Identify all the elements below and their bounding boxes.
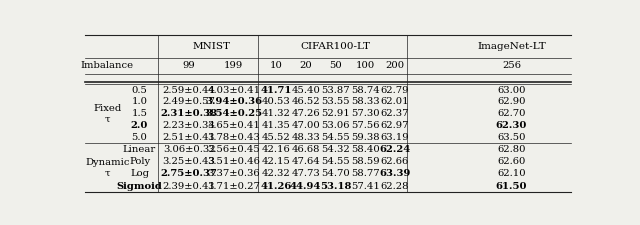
Text: 3.65±0.41: 3.65±0.41 xyxy=(207,121,260,130)
Text: 2.23±0.34: 2.23±0.34 xyxy=(163,121,216,130)
Text: 10: 10 xyxy=(269,61,282,70)
Text: 0.5: 0.5 xyxy=(132,86,147,94)
Text: 45.40: 45.40 xyxy=(291,86,320,94)
Text: 47.73: 47.73 xyxy=(291,169,320,178)
Text: 3.06±0.32: 3.06±0.32 xyxy=(163,145,216,154)
Text: 62.30: 62.30 xyxy=(496,121,527,130)
Text: 62.97: 62.97 xyxy=(381,121,409,130)
Text: 42.16: 42.16 xyxy=(262,145,291,154)
Text: 63.39: 63.39 xyxy=(380,169,411,178)
Text: 41.26: 41.26 xyxy=(260,182,292,191)
Text: 62.24: 62.24 xyxy=(380,145,411,154)
Text: 200: 200 xyxy=(385,61,404,70)
Text: 20: 20 xyxy=(300,61,312,70)
Text: 54.32: 54.32 xyxy=(321,145,350,154)
Text: 62.28: 62.28 xyxy=(381,182,409,191)
Text: 57.41: 57.41 xyxy=(351,182,380,191)
Text: 2.49±0.57: 2.49±0.57 xyxy=(163,97,216,106)
Text: Poly: Poly xyxy=(129,157,150,166)
Text: 3.25±0.43: 3.25±0.43 xyxy=(163,157,216,166)
Text: CIFAR100-LT: CIFAR100-LT xyxy=(300,42,371,51)
Text: 62.79: 62.79 xyxy=(381,86,409,94)
Text: 2.39±0.41: 2.39±0.41 xyxy=(163,182,216,191)
Text: ImageNet-LT: ImageNet-LT xyxy=(477,42,546,51)
Text: 62.70: 62.70 xyxy=(497,109,526,118)
Text: 63.50: 63.50 xyxy=(497,133,526,142)
Text: 48.33: 48.33 xyxy=(291,133,320,142)
Text: 54.55: 54.55 xyxy=(321,133,350,142)
Text: 62.01: 62.01 xyxy=(381,97,409,106)
Text: 46.68: 46.68 xyxy=(291,145,320,154)
Text: 62.80: 62.80 xyxy=(497,145,526,154)
Text: 63.00: 63.00 xyxy=(497,86,526,94)
Text: Dynamic
τ: Dynamic τ xyxy=(85,158,129,178)
Text: 41.35: 41.35 xyxy=(262,121,291,130)
Text: 41.71: 41.71 xyxy=(260,86,292,94)
Text: 199: 199 xyxy=(224,61,243,70)
Text: 256: 256 xyxy=(502,61,521,70)
Text: Linear: Linear xyxy=(123,145,156,154)
Text: 62.60: 62.60 xyxy=(497,157,525,166)
Text: 46.52: 46.52 xyxy=(291,97,320,106)
Text: 53.06: 53.06 xyxy=(321,121,349,130)
Text: 41.32: 41.32 xyxy=(262,109,291,118)
Text: 63.19: 63.19 xyxy=(381,133,409,142)
Text: 47.26: 47.26 xyxy=(291,109,320,118)
Text: 58.40: 58.40 xyxy=(351,145,380,154)
Text: 3.56±0.45: 3.56±0.45 xyxy=(207,145,260,154)
Text: 100: 100 xyxy=(356,61,375,70)
Text: 3.78±0.43: 3.78±0.43 xyxy=(207,133,260,142)
Text: 3.51±0.46: 3.51±0.46 xyxy=(207,157,260,166)
Text: 1.5: 1.5 xyxy=(132,109,147,118)
Text: 58.74: 58.74 xyxy=(351,86,380,94)
Text: Imbalance: Imbalance xyxy=(81,61,134,70)
Text: 53.87: 53.87 xyxy=(321,86,349,94)
Text: 53.55: 53.55 xyxy=(321,97,349,106)
Text: 4.03±0.41: 4.03±0.41 xyxy=(207,86,260,94)
Text: 1.0: 1.0 xyxy=(132,97,147,106)
Text: 42.15: 42.15 xyxy=(262,157,291,166)
Text: 2.59±0.44: 2.59±0.44 xyxy=(163,86,216,94)
Text: 58.59: 58.59 xyxy=(351,157,380,166)
Text: 57.56: 57.56 xyxy=(351,121,380,130)
Text: MNIST: MNIST xyxy=(193,42,230,51)
Text: 42.32: 42.32 xyxy=(262,169,291,178)
Text: 99: 99 xyxy=(183,61,195,70)
Text: 62.66: 62.66 xyxy=(381,157,409,166)
Text: 52.91: 52.91 xyxy=(321,109,350,118)
Text: 45.52: 45.52 xyxy=(262,133,291,142)
Text: Fixed
τ: Fixed τ xyxy=(93,104,122,123)
Text: 2.31±0.38: 2.31±0.38 xyxy=(161,109,218,118)
Text: 54.55: 54.55 xyxy=(321,157,350,166)
Text: 47.64: 47.64 xyxy=(291,157,320,166)
Text: 3.71±0.27: 3.71±0.27 xyxy=(207,182,260,191)
Text: 58.33: 58.33 xyxy=(351,97,380,106)
Text: 44.94: 44.94 xyxy=(290,182,321,191)
Text: Sigmoid: Sigmoid xyxy=(116,182,163,191)
Text: 50: 50 xyxy=(329,61,342,70)
Text: 3.37±0.36: 3.37±0.36 xyxy=(207,169,260,178)
Text: 61.50: 61.50 xyxy=(496,182,527,191)
Text: 2.51±0.41: 2.51±0.41 xyxy=(163,133,216,142)
Text: 62.10: 62.10 xyxy=(497,169,526,178)
Text: 62.90: 62.90 xyxy=(497,97,526,106)
Text: 53.18: 53.18 xyxy=(320,182,351,191)
Text: 59.38: 59.38 xyxy=(351,133,380,142)
Text: 54.70: 54.70 xyxy=(321,169,350,178)
Text: 62.37: 62.37 xyxy=(381,109,409,118)
Text: 2.75±0.37: 2.75±0.37 xyxy=(161,169,218,178)
Text: 40.53: 40.53 xyxy=(262,97,291,106)
Text: 2.0: 2.0 xyxy=(131,121,148,130)
Text: 3.54±0.25: 3.54±0.25 xyxy=(205,109,262,118)
Text: 58.77: 58.77 xyxy=(351,169,380,178)
Text: 3.94±0.36: 3.94±0.36 xyxy=(205,97,262,106)
Text: 5.0: 5.0 xyxy=(132,133,147,142)
Text: Log: Log xyxy=(130,169,149,178)
Text: 47.00: 47.00 xyxy=(291,121,320,130)
Text: 57.30: 57.30 xyxy=(351,109,380,118)
